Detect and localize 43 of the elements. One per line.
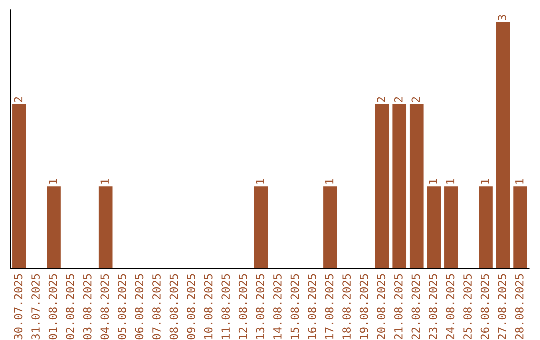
data-label: 1: [480, 179, 490, 184]
x-tick-label: 19.08.2025: [360, 274, 368, 340]
x-tick-label: 07.08.2025: [152, 274, 161, 340]
data-label: 1: [48, 179, 58, 184]
x-tick-label: 03.08.2025: [83, 274, 92, 340]
data-label: 2: [412, 97, 420, 102]
data-label: 2: [14, 97, 23, 102]
x-tick-label: 27.08.2025: [498, 274, 507, 340]
x-tick-label: 12.08.2025: [238, 274, 248, 340]
x-tick-label: 09.08.2025: [187, 274, 196, 340]
data-label: 1: [256, 179, 264, 184]
x-tick-label: 30.07.2025: [14, 274, 23, 340]
x-tick-label: 08.08.2025: [170, 274, 178, 340]
x-tick-label: 23.08.2025: [429, 274, 438, 340]
x-tick-label: 14.08.2025: [273, 274, 282, 340]
x-tick-label: 02.08.2025: [66, 274, 75, 340]
x-tick-label: 01.08.2025: [48, 274, 58, 340]
x-tick-label: 18.08.2025: [342, 274, 352, 340]
x-tick-label: 10.08.2025: [204, 274, 213, 340]
data-label: 2: [377, 97, 386, 102]
x-tick-label: 16.08.2025: [308, 274, 316, 340]
x-tick-label: 20.08.2025: [377, 274, 386, 340]
x-tick-label: 28.08.2025: [515, 274, 524, 340]
x-tick-label: 04.08.2025: [100, 274, 110, 340]
data-label: 1: [516, 179, 524, 184]
data-label: 1: [446, 179, 455, 184]
x-tick-label: 15.08.2025: [290, 274, 300, 340]
x-tick-label: 11.08.2025: [222, 274, 230, 340]
data-label: 1: [325, 179, 334, 184]
x-tick-label: 05.08.2025: [118, 274, 126, 340]
data-label: 1: [429, 179, 438, 184]
x-tick-label: 25.08.2025: [464, 274, 472, 340]
x-tick-label: 26.08.2025: [480, 274, 490, 340]
x-tick-label: 22.08.2025: [412, 274, 420, 340]
x-tick-label: 06.08.2025: [135, 274, 144, 340]
data-label: 3: [498, 15, 507, 20]
x-tick-label: 13.08.2025: [256, 274, 265, 340]
data-label: 2: [394, 97, 403, 102]
x-tick-label: 31.07.2025: [32, 274, 40, 340]
x-tick-label: 24.08.2025: [446, 274, 455, 340]
x-tick-label: 17.08.2025: [325, 274, 334, 340]
x-tick-label: 21.08.2025: [394, 274, 403, 340]
data-label: 1: [100, 179, 109, 184]
